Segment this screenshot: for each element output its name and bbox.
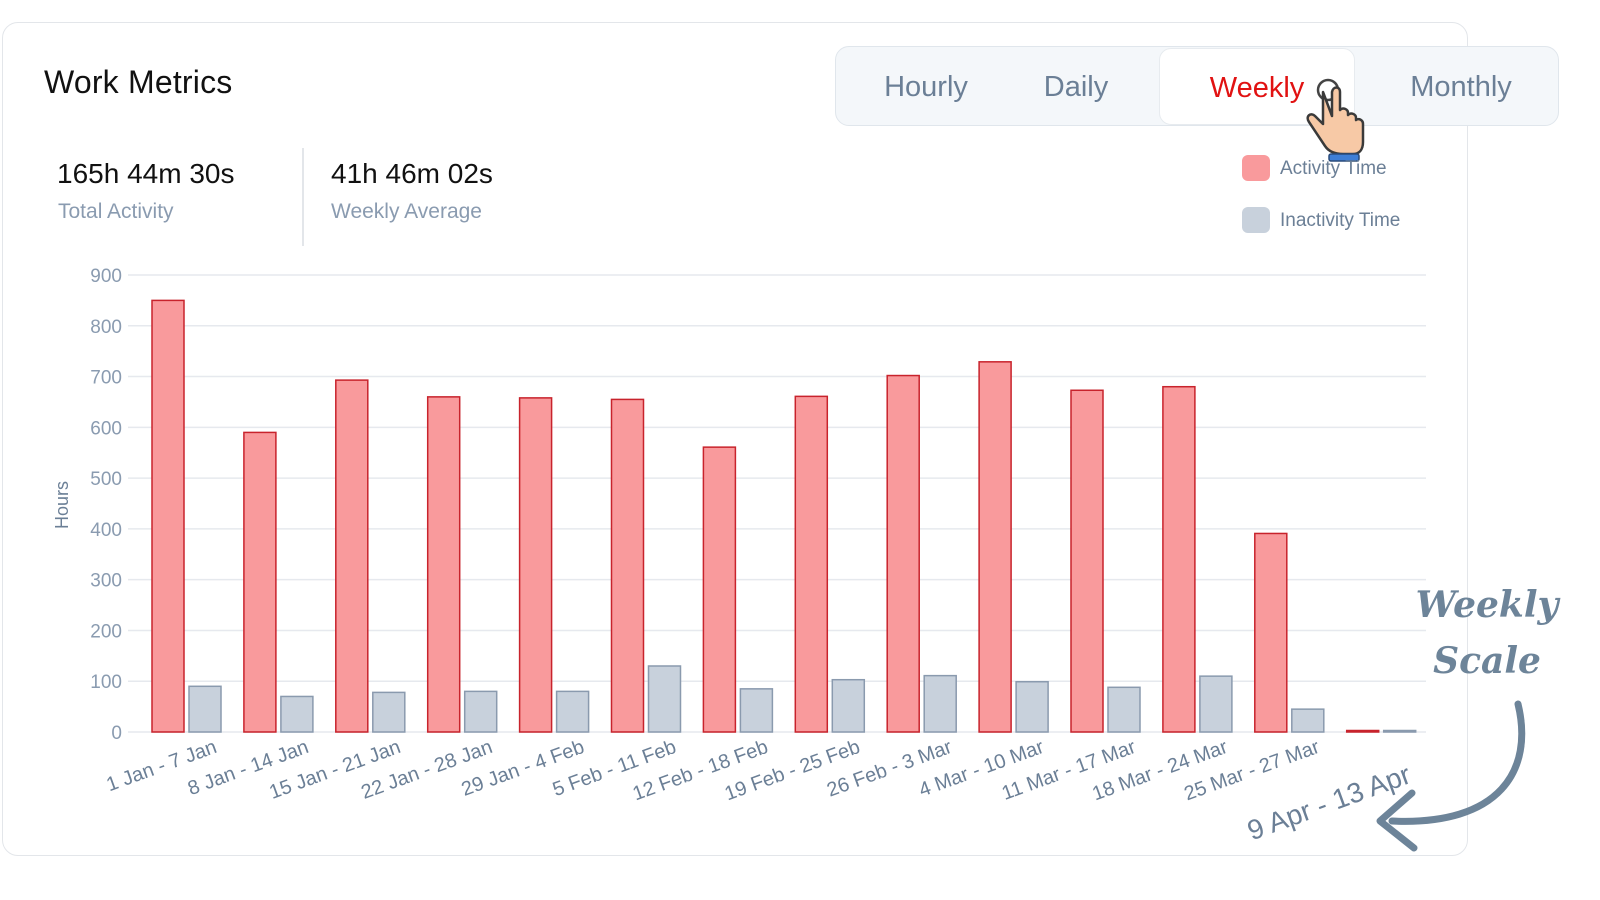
y-tick-label: 300 (90, 571, 122, 592)
tab-monthly[interactable]: Monthly (1410, 71, 1512, 103)
y-tick-label: 100 (90, 672, 122, 693)
bar-activity[interactable] (1070, 389, 1104, 733)
bar-inactivity[interactable] (739, 688, 774, 733)
bar-activity[interactable] (335, 379, 369, 733)
bar-inactivity[interactable] (188, 685, 222, 733)
bar-activity[interactable] (151, 299, 185, 733)
y-tick-label: 200 (90, 621, 122, 642)
bar-inactivity[interactable] (923, 674, 957, 733)
bar-activity[interactable] (518, 397, 553, 733)
bar-activity[interactable] (794, 395, 829, 733)
bar-inactivity[interactable] (463, 690, 498, 733)
y-tick-label: 700 (90, 368, 122, 389)
weekly-average-value: 41h 46m 02s (331, 158, 493, 189)
bar-inactivity[interactable] (831, 678, 866, 733)
bar-inactivity[interactable] (1107, 686, 1141, 733)
legend-swatch-inactivity (1242, 207, 1270, 233)
annotation-weekly: Weekly (1415, 584, 1559, 626)
card-title: Work Metrics (44, 64, 233, 100)
bar-inactivity[interactable] (555, 690, 590, 733)
total-activity-value: 165h 44m 30s (57, 158, 235, 189)
y-tick-label: 400 (90, 520, 122, 541)
legend-label-activity: Activity Time (1280, 158, 1387, 179)
bar-activity[interactable] (702, 446, 737, 733)
bar-activity[interactable] (243, 431, 277, 733)
bar-inactivity[interactable] (1199, 675, 1233, 733)
bar-inactivity[interactable] (647, 665, 682, 733)
y-tick-label: 500 (90, 469, 122, 490)
bar-activity[interactable] (978, 361, 1012, 733)
tab-daily[interactable]: Daily (1043, 71, 1109, 103)
bar-activity[interactable] (610, 398, 645, 733)
y-tick-label: 800 (90, 317, 122, 338)
weekly-average-label: Weekly Average (331, 200, 482, 223)
bar-activity[interactable] (426, 396, 461, 733)
legend-swatch-activity (1242, 155, 1270, 181)
annotation-scale: Scale (1433, 640, 1541, 682)
bar-inactivity[interactable] (372, 691, 406, 733)
tab-hourly[interactable]: Hourly (884, 71, 968, 103)
y-tick-label: 0 (111, 723, 122, 744)
legend-label-inactivity: Inactivity Time (1280, 210, 1401, 231)
bar-activity[interactable] (1345, 729, 1380, 733)
y-axis-title: Hours (52, 481, 72, 529)
bar-inactivity[interactable] (280, 695, 314, 733)
bar-activity[interactable] (886, 374, 920, 733)
bar-inactivity[interactable] (1382, 729, 1417, 733)
y-tick-label: 600 (90, 418, 122, 439)
bar-inactivity[interactable] (1015, 680, 1049, 733)
bar-inactivity[interactable] (1291, 708, 1325, 733)
bar-activity[interactable] (1162, 385, 1196, 733)
period-tab-group: Hourly Daily Weekly Monthly (835, 46, 1559, 126)
bar-activity[interactable] (1254, 532, 1288, 733)
y-tick-label: 900 (90, 266, 122, 287)
stats-divider (302, 148, 304, 246)
total-activity-label: Total Activity (58, 200, 174, 223)
